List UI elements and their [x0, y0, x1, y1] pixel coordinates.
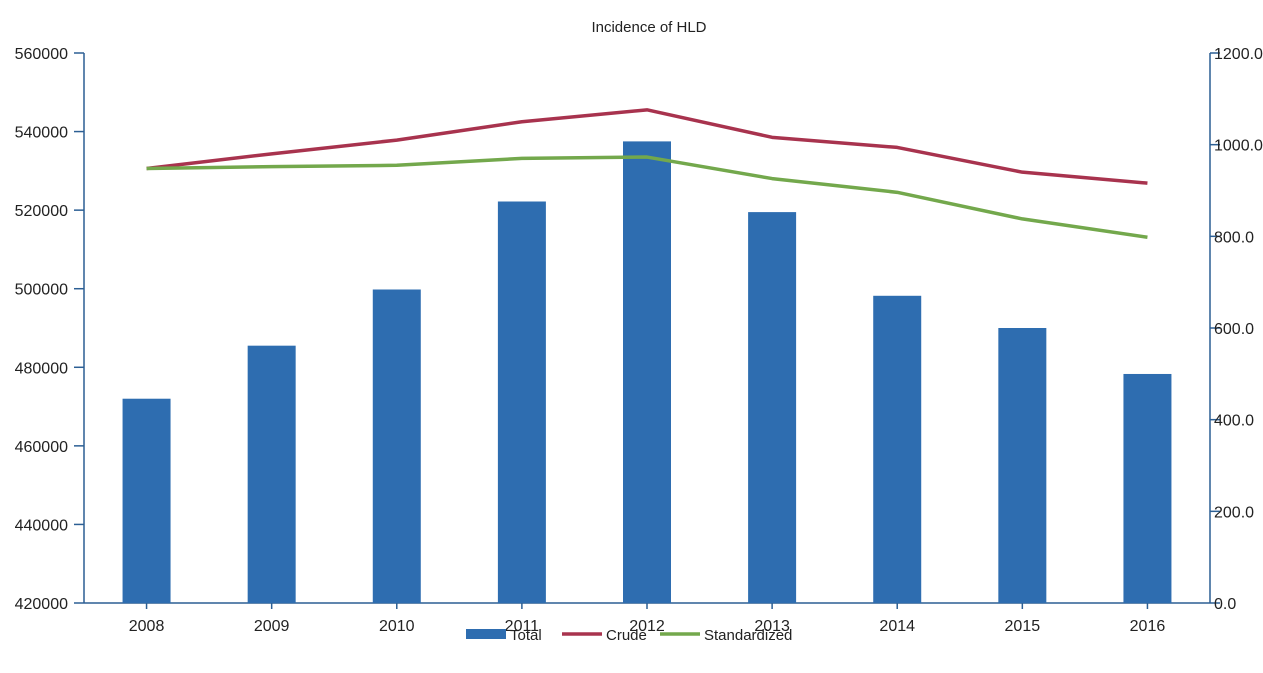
left-y-tick-label: 440000 — [15, 517, 68, 534]
legend-label-standardized: Standardized — [704, 627, 792, 644]
right-y-tick-label: 600.0 — [1214, 321, 1254, 338]
left-y-tick-label: 500000 — [15, 282, 68, 299]
x-tick-label: 2011 — [505, 618, 540, 635]
plot-area: 420000 440000 460000 480000 500000 520000 5400… — [15, 46, 1263, 635]
right-y-tick-label: 200.0 — [1214, 504, 1254, 521]
legend-label-total: Total — [510, 627, 542, 644]
bar-total — [873, 295, 922, 603]
x-tick-label: 2012 — [629, 618, 665, 635]
x-tick-label: 2015 — [1005, 618, 1041, 635]
bar-total — [748, 212, 797, 603]
right-y-tick-label: 400.0 — [1214, 413, 1254, 430]
x-tick-label: 2010 — [379, 618, 415, 635]
bar-total — [372, 289, 421, 603]
x-tick-label: 2016 — [1130, 618, 1166, 635]
bar-total — [247, 345, 296, 603]
right-y-tick-label: 0.0 — [1214, 596, 1236, 613]
x-tick-label: 2008 — [129, 618, 165, 635]
right-y-tick-label: 1200.0 — [1214, 46, 1263, 63]
legend: Total Crude Standardized — [466, 627, 792, 644]
line-crude — [146, 108, 1148, 185]
bar-total — [623, 141, 671, 603]
left-y-tick-label: 480000 — [15, 360, 68, 377]
left-y-tick-label: 520000 — [15, 203, 68, 220]
x-tick-label: 2009 — [254, 618, 290, 635]
bar-total — [497, 201, 546, 603]
line-standardized — [146, 155, 1148, 239]
left-y-tick-label: 540000 — [15, 125, 68, 142]
bar-total — [1123, 373, 1172, 603]
bar-total — [998, 328, 1047, 603]
right-y-tick-label: 1000.0 — [1214, 138, 1263, 155]
legend-swatch-total — [466, 629, 506, 639]
legend-label-crude: Crude — [606, 627, 647, 644]
bar-total — [122, 398, 171, 603]
chart-title: Incidence of HLD — [591, 19, 706, 36]
x-tick-label: 2013 — [754, 618, 790, 635]
left-y-tick-label: 460000 — [15, 439, 68, 456]
left-y-tick-label: 420000 — [15, 596, 68, 613]
left-y-tick-label: 560000 — [15, 46, 68, 63]
x-tick-label: 2014 — [879, 618, 915, 635]
right-y-tick-label: 800.0 — [1214, 229, 1254, 246]
